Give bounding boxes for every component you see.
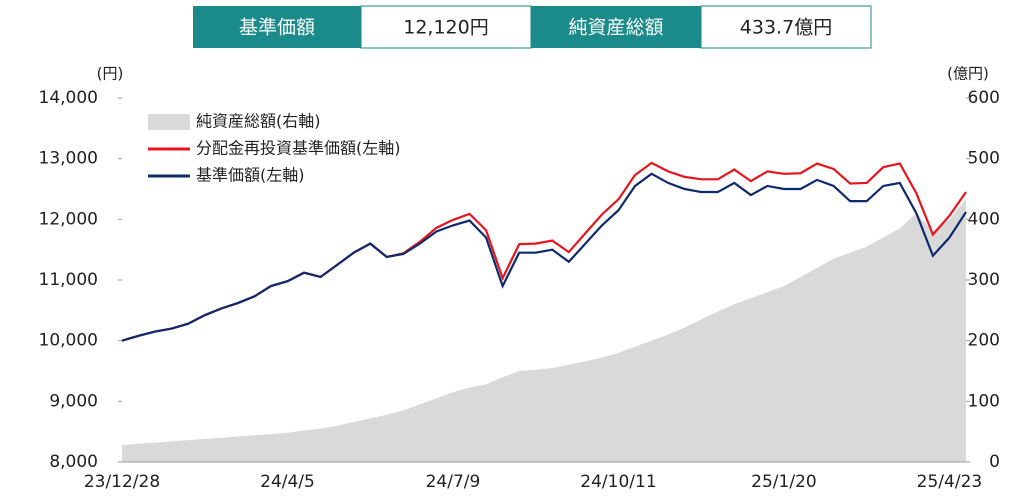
y-tick-label: 13,000 bbox=[39, 149, 98, 169]
y-tick-label: 8,000 bbox=[49, 452, 98, 472]
header-cell bbox=[360, 5, 532, 49]
y2-tick-label: 200 bbox=[968, 331, 1000, 351]
x-tick-label: 25/1/20 bbox=[751, 472, 817, 492]
y-tick-label: 9,000 bbox=[49, 391, 98, 411]
y-tick-label: 12,000 bbox=[39, 209, 98, 229]
legend-label: 基準価額(左軸) bbox=[196, 166, 305, 185]
legend-label: 分配金再投資基準価額(左軸) bbox=[196, 139, 401, 158]
y2-tick-label: 300 bbox=[968, 270, 1000, 290]
legend-swatch bbox=[148, 114, 190, 130]
header-label: 純資産総額 bbox=[568, 17, 663, 39]
y-unit: (円) bbox=[97, 65, 124, 83]
area bbox=[122, 198, 966, 462]
header-value: 12,120円 bbox=[403, 17, 488, 39]
header-cell bbox=[193, 6, 361, 48]
line bbox=[121, 172, 967, 342]
header-cell bbox=[700, 5, 872, 49]
legend-label: 純資産総額(右軸) bbox=[196, 112, 321, 131]
header-value: 433.7億円 bbox=[740, 17, 832, 39]
x-tick-label: 25/4/23 bbox=[917, 472, 983, 492]
x-tick-label: 24/4/5 bbox=[260, 472, 315, 492]
y2-tick-label: 500 bbox=[968, 149, 1000, 169]
x-tick-label: 24/7/9 bbox=[426, 472, 481, 492]
y2-unit: (億円) bbox=[947, 65, 989, 83]
y2-tick-label: 0 bbox=[989, 452, 1000, 472]
y2-tick-label: 100 bbox=[968, 391, 1000, 411]
x-tick-label: 23/12/28 bbox=[84, 472, 160, 492]
y-tick-label: 10,000 bbox=[39, 331, 98, 351]
y2-tick-label: 400 bbox=[968, 209, 1000, 229]
x-tick-label: 24/10/11 bbox=[580, 472, 656, 492]
y2-tick-label: 600 bbox=[968, 88, 1000, 108]
y-tick-label: 11,000 bbox=[39, 270, 98, 290]
header-cell bbox=[531, 6, 701, 48]
header-label: 基準価額 bbox=[239, 17, 315, 39]
y-tick-label: 14,000 bbox=[39, 88, 98, 108]
